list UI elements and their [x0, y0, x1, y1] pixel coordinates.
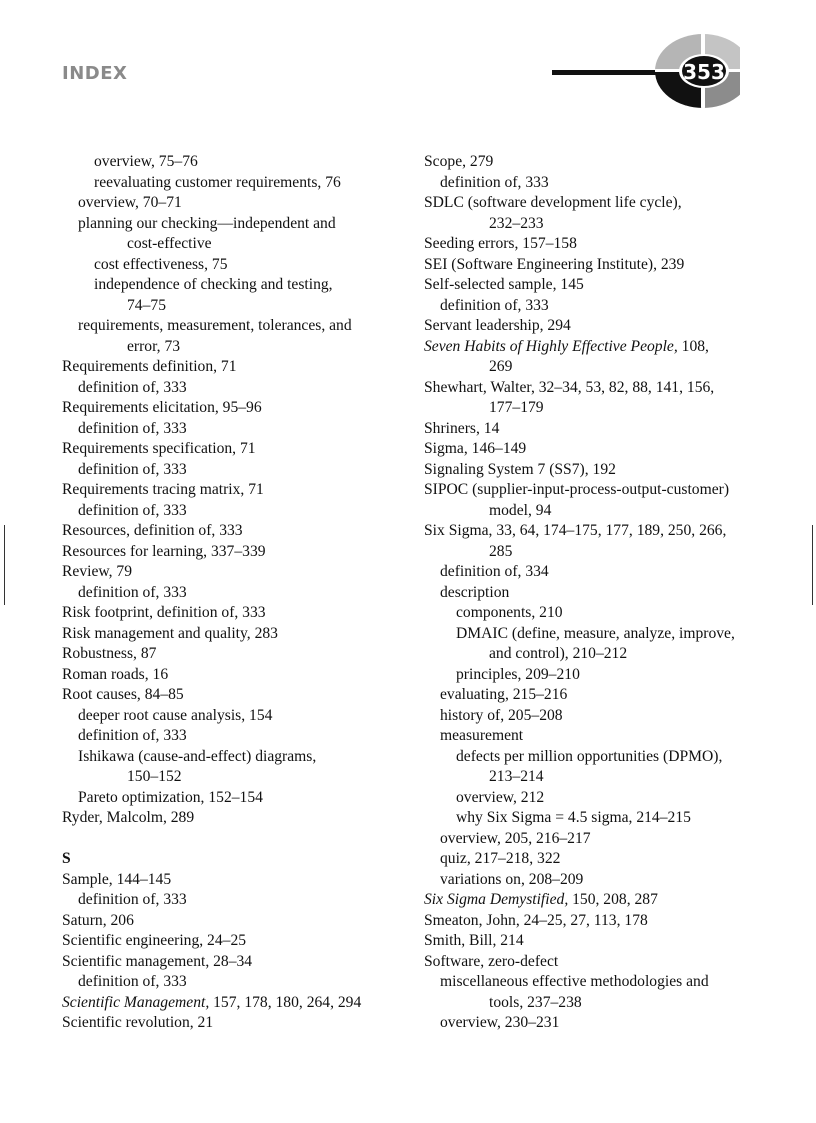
index-entry: measurement	[440, 727, 524, 744]
index-entry: model, 94	[489, 501, 552, 519]
margin-rule-left	[4, 525, 5, 605]
index-entry: 150–152	[127, 768, 182, 785]
index-entry: Ishikawa (cause-and-effect) diagrams,	[78, 747, 317, 765]
index-entry: requirements, measurement, tolerances, a…	[78, 317, 352, 334]
index-entry: SDLC (software development life cycle),	[424, 194, 682, 211]
index-entry: Robustness, 87	[62, 645, 157, 662]
index-entry: 177–179	[489, 399, 544, 416]
index-entry: Software, zero-defect	[424, 952, 559, 970]
index-entry: Sigma, 146–149	[424, 440, 527, 457]
spacer	[62, 829, 412, 850]
index-entry: and control), 210–212	[489, 645, 628, 662]
index-entry: definition of, 333	[78, 583, 187, 601]
index-entry: overview, 230–231	[440, 1014, 560, 1031]
index-entry: miscellaneous effective methodologies an…	[440, 973, 709, 990]
index-entry: 232–233	[489, 214, 544, 232]
index-entry-pages: 157, 178, 180, 264, 294	[209, 993, 362, 1011]
index-entry: Smeaton, John, 24–25, 27, 113, 178	[424, 911, 648, 929]
index-entry: planning our checking—independent and	[78, 214, 336, 232]
index-entry: error, 73	[127, 337, 181, 355]
index-entry: Scientific engineering, 24–25	[62, 932, 247, 949]
index-entry: Scientific management, 28–34	[62, 952, 253, 970]
index-entry-title: Six Sigma Demystified,	[424, 891, 569, 908]
index-entry: Requirements specification, 71	[62, 440, 256, 457]
index-entry: Resources for learning, 337–339	[62, 542, 266, 560]
index-entry: history of, 205–208	[440, 706, 563, 724]
page-number: 353	[683, 60, 725, 84]
index-entry: definition of, 333	[440, 296, 549, 314]
index-entry: Roman roads, 16	[62, 665, 169, 683]
index-entry: Self-selected sample, 145	[424, 276, 584, 293]
index-entry: definition of, 333	[78, 460, 187, 478]
index-entry: Scientific Management, 157, 178, 180, 26…	[62, 993, 412, 1014]
index-entry: Six Sigma, 33, 64, 174–175, 177, 189, 25…	[424, 522, 727, 539]
index-entry: 285	[489, 542, 513, 560]
index-entry: Root causes, 84–85	[62, 686, 184, 703]
index-entry: definition of, 333	[78, 501, 187, 519]
index-entry: definition of, 333	[78, 378, 187, 396]
running-header: INDEX	[62, 63, 128, 84]
index-entry: deeper root cause analysis, 154	[78, 706, 273, 724]
margin-rule-right	[812, 525, 813, 605]
index-entry: Scientific revolution, 21	[62, 1014, 214, 1031]
index-entry: Requirements elicitation, 95–96	[62, 399, 262, 416]
index-entry: tools, 237–238	[489, 993, 582, 1011]
index-entry-title: Scientific Management,	[62, 993, 210, 1011]
index-entry: components, 210	[456, 604, 563, 621]
index-entry-pages: 108,	[677, 337, 709, 355]
index-entry: principles, 209–210	[456, 665, 580, 683]
index-entry: Pareto optimization, 152–154	[78, 788, 263, 806]
index-entry: Servant leadership, 294	[424, 317, 571, 334]
index-entry: Sample, 144–145	[62, 870, 172, 888]
page-number-badge: 353	[550, 30, 751, 110]
index-entry: Requirements tracing matrix, 71	[62, 481, 264, 498]
index-entry: Review, 79	[62, 563, 133, 580]
index-entry: description	[440, 583, 510, 601]
index-entry: cost-effective	[127, 235, 212, 252]
index-entry: Requirements definition, 71	[62, 358, 237, 375]
index-entry: SIPOC (supplier-input-process-output-cus…	[424, 481, 730, 498]
index-entry: quiz, 217–218, 322	[440, 850, 561, 867]
index-entry: definition of, 333	[78, 419, 187, 437]
index-entry: overview, 205, 216–217	[440, 829, 591, 847]
index-entry: Scope, 279	[424, 153, 494, 170]
index-entry: 269	[489, 358, 513, 375]
index-entry: Seven Habits of Highly Effective People,…	[424, 337, 814, 358]
index-entry: 213–214	[489, 768, 544, 785]
index-entry: Shriners, 14	[424, 419, 500, 437]
index-entry: Signaling System 7 (SS7), 192	[424, 460, 616, 478]
index-entry: 74–75	[127, 296, 166, 314]
index-column-right: Scope, 279 definition of, 333 SDLC (softwa…	[424, 152, 814, 1034]
index-entry: variations on, 208–209	[440, 870, 584, 888]
index-entry: Shewhart, Walter, 32–34, 53, 82, 88, 141…	[424, 378, 715, 396]
index-entry-title: Seven Habits of Highly Effective People,	[424, 337, 678, 355]
index-entry: Smith, Bill, 214	[424, 932, 524, 949]
index-column-left: overview, 75–76 reevaluating customer req…	[62, 152, 412, 1034]
index-entry: definition of, 333	[78, 891, 187, 908]
index-entry: definition of, 334	[440, 563, 549, 580]
index-entry: Seeding errors, 157–158	[424, 235, 577, 252]
index-entry: defects per million opportunities (DPMO)…	[456, 747, 723, 765]
index-entry: overview, 75–76	[94, 153, 198, 170]
index-entry: why Six Sigma = 4.5 sigma, 214–215	[456, 809, 691, 826]
index-entry: evaluating, 215–216	[440, 686, 568, 703]
index-entry: Risk management and quality, 283	[62, 624, 278, 642]
index-entry: Six Sigma Demystified, 150, 208, 287	[424, 890, 814, 911]
index-entry: reevaluating customer requirements, 76	[94, 173, 341, 191]
index-entry: definition of, 333	[78, 973, 187, 990]
index-entry: Risk footprint, definition of, 333	[62, 604, 266, 621]
index-entry: Resources, definition of, 333	[62, 522, 243, 539]
index-entry: DMAIC (define, measure, analyze, improve…	[456, 624, 735, 642]
index-entry: definition of, 333	[78, 727, 187, 744]
index-entry: Ryder, Malcolm, 289	[62, 809, 195, 826]
index-section-letter: S	[62, 850, 71, 867]
index-entry: SEI (Software Engineering Institute), 23…	[424, 255, 685, 273]
index-entry: overview, 70–71	[78, 194, 182, 211]
index-entry: definition of, 333	[440, 173, 549, 191]
index-entry: overview, 212	[456, 788, 545, 806]
index-entry: independence of checking and testing,	[94, 276, 333, 293]
index-entry: Saturn, 206	[62, 911, 134, 929]
index-entry: cost effectiveness, 75	[94, 255, 228, 273]
index-entry-pages: 150, 208, 287	[568, 891, 658, 908]
